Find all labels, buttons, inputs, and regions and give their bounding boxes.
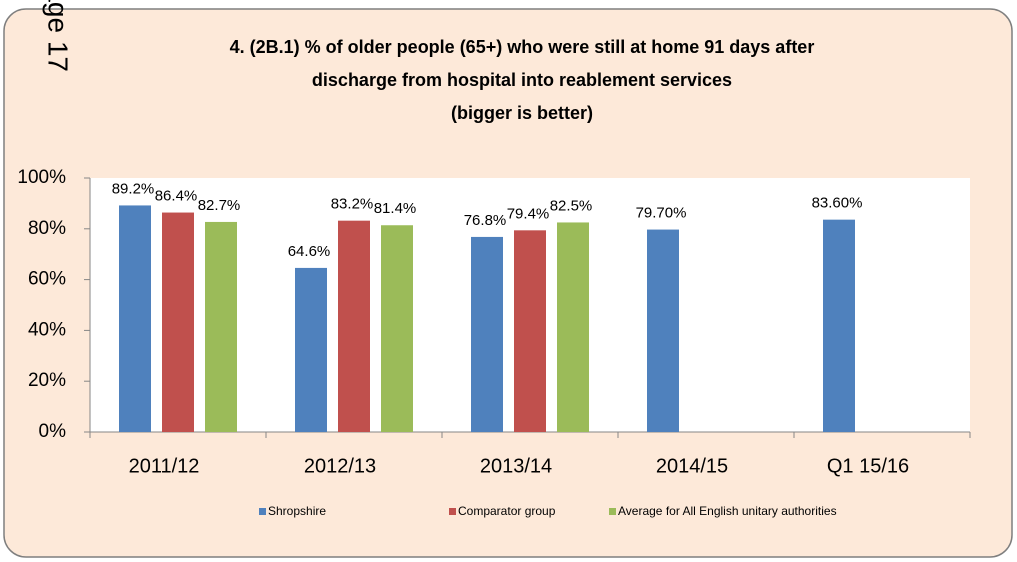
data-label: 86.4% xyxy=(155,188,198,205)
data-label: 81.4% xyxy=(374,200,417,217)
x-tick-label: 2014/15 xyxy=(656,455,728,477)
bar xyxy=(162,212,194,432)
data-label: 82.5% xyxy=(550,197,593,214)
y-tick-label: 0% xyxy=(39,421,67,442)
y-tick-label: 40% xyxy=(28,319,66,340)
legend-label: Comparator group xyxy=(458,504,556,518)
data-label: 83.2% xyxy=(331,196,374,213)
bar xyxy=(338,220,370,432)
data-label: 82.7% xyxy=(198,197,241,214)
y-tick-label: 20% xyxy=(28,370,66,391)
data-label: 64.6% xyxy=(288,243,331,260)
bar xyxy=(823,219,855,432)
y-tick-label: 80% xyxy=(28,218,66,239)
legend-swatch xyxy=(449,508,456,515)
legend-swatch xyxy=(609,508,616,515)
x-tick-label: 2013/14 xyxy=(480,455,552,477)
chart-title: (bigger is better) xyxy=(451,103,593,123)
chart-title: discharge from hospital into reablement … xyxy=(312,70,732,90)
bar xyxy=(557,222,589,432)
bar xyxy=(471,236,503,432)
bar xyxy=(119,205,151,432)
page-label: Page 17 xyxy=(43,0,74,72)
legend-swatch xyxy=(259,508,266,515)
chart-title: 4. (2B.1) % of older people (65+) who we… xyxy=(230,37,815,57)
bar xyxy=(205,221,237,432)
bar xyxy=(514,230,546,432)
x-tick-label: 2011/12 xyxy=(129,455,200,477)
data-label: 83.60% xyxy=(812,195,863,212)
data-label: 89.2% xyxy=(112,180,155,197)
x-tick-label: Q1 15/16 xyxy=(827,455,909,477)
y-tick-label: 100% xyxy=(17,167,66,188)
legend-label: Average for All English unitary authorit… xyxy=(618,504,837,518)
x-tick-label: 2012/13 xyxy=(304,455,376,477)
data-label: 79.4% xyxy=(507,205,550,222)
y-tick-label: 60% xyxy=(28,269,66,290)
bar xyxy=(381,225,413,432)
bar xyxy=(647,229,679,432)
data-label: 76.8% xyxy=(464,212,507,229)
legend-label: Shropshire xyxy=(268,504,326,518)
data-label: 79.70% xyxy=(636,205,687,222)
bar xyxy=(295,267,327,432)
